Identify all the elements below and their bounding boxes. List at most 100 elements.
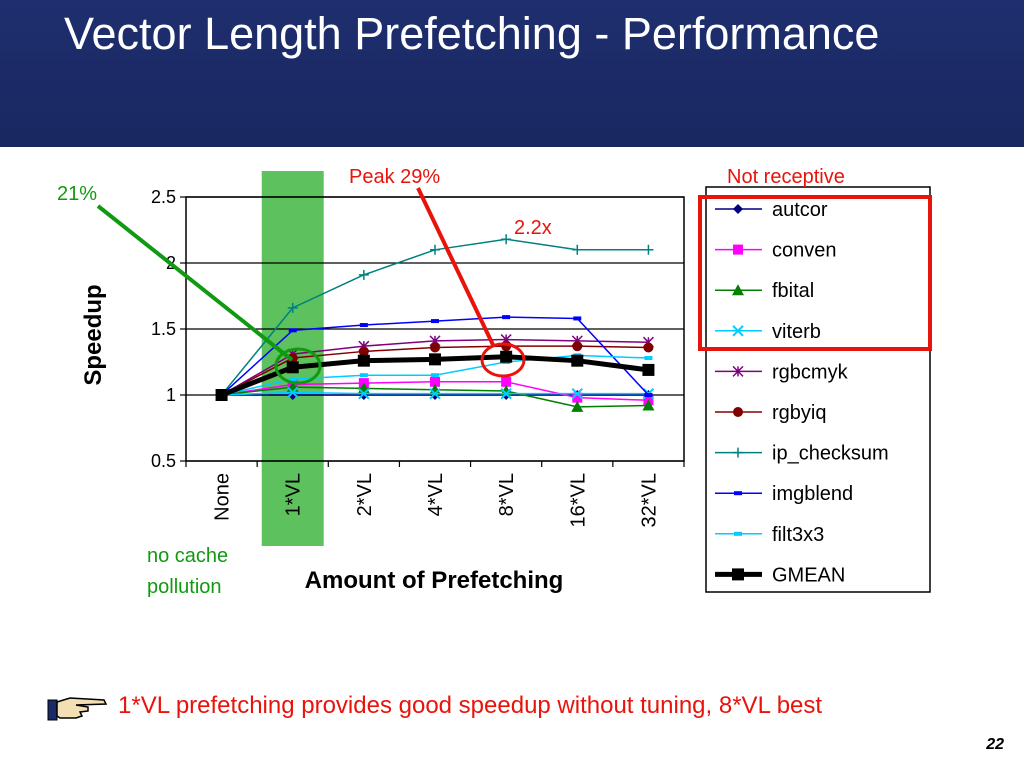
legend-label: ip_checksum xyxy=(772,443,889,465)
x-tick-label: 4*VL xyxy=(425,473,447,516)
red-highlight-circle xyxy=(480,342,526,378)
legend-item-filt3x3: filt3x3 xyxy=(715,524,824,546)
legend-label: rgbyiq xyxy=(772,402,826,424)
x-axis-title: Amount of Prefetching xyxy=(305,567,564,594)
data-point xyxy=(287,386,299,399)
data-point xyxy=(571,387,583,400)
data-point xyxy=(215,389,228,401)
data-point xyxy=(430,342,440,353)
legend-label: imgblend xyxy=(772,483,853,505)
data-point xyxy=(571,400,584,412)
legend-label: GMEAN xyxy=(772,564,845,586)
pointing-hand-icon xyxy=(46,690,110,729)
legend-box xyxy=(705,186,931,593)
legend-label: conven xyxy=(772,240,837,262)
data-point xyxy=(642,363,655,376)
data-point xyxy=(358,346,369,357)
peak-annotation: Peak 29% xyxy=(349,166,440,188)
data-point xyxy=(733,204,743,214)
legend-item-rgbcmyk: rgbcmyk xyxy=(715,361,849,383)
not-receptive-box xyxy=(698,195,932,351)
legend-item-conven: conven xyxy=(715,240,837,262)
data-point xyxy=(431,373,439,378)
data-point xyxy=(642,399,655,411)
grid-lines xyxy=(186,196,684,462)
data-point xyxy=(429,353,441,366)
legend-item-viterb: viterb xyxy=(715,321,821,343)
data-point xyxy=(572,244,583,255)
data-point xyxy=(734,531,742,536)
data-point xyxy=(430,376,440,387)
data-point xyxy=(571,354,584,367)
title-bar xyxy=(0,0,1024,147)
x-tick-label: 32*VL xyxy=(638,473,660,528)
ratio-annotation: 2.2x xyxy=(514,217,552,239)
data-point xyxy=(288,377,297,382)
no-cache-annotation-line1: no cache xyxy=(147,545,228,567)
chart: 0.511.522.5 None1*VL2*VL4*VL8*VL16*VL32*… xyxy=(57,166,932,598)
legend-label: filt3x3 xyxy=(772,524,824,546)
data-point xyxy=(732,365,744,377)
data-point xyxy=(573,316,582,321)
slide-title: Vector Length Prefetching - Performance xyxy=(64,8,880,59)
red-arrow-line xyxy=(416,187,496,348)
x-tick-label: 8*VL xyxy=(496,473,518,516)
y-tick-label: 2.5 xyxy=(151,187,176,207)
legend: autcor conven fbital viterb rgbcmyk rgbyiq ip_… xyxy=(715,199,889,586)
x-tick-label: 16*VL xyxy=(567,473,589,528)
y-axis-ticks: 0.511.522.5 xyxy=(151,187,186,471)
data-point xyxy=(431,319,439,324)
data-point xyxy=(643,342,654,353)
data-point xyxy=(572,392,583,403)
data-point xyxy=(358,269,369,280)
series-lines xyxy=(215,234,655,412)
data-point xyxy=(644,356,653,361)
legend-item-ip_checksum: ip_checksum xyxy=(715,443,889,465)
data-point xyxy=(572,341,583,352)
data-point xyxy=(358,387,370,400)
y-tick-label: 1.5 xyxy=(151,319,176,339)
data-point xyxy=(500,387,512,400)
pct-annotation: 21% xyxy=(57,183,97,205)
x-tick-label: 2*VL xyxy=(354,473,376,516)
legend-item-imgblend: imgblend xyxy=(715,483,853,505)
data-point xyxy=(733,244,743,255)
data-point xyxy=(287,302,298,313)
data-point xyxy=(359,373,368,378)
data-point xyxy=(733,447,743,458)
legend-label: rgbcmyk xyxy=(772,361,849,383)
data-point xyxy=(501,376,512,387)
not-receptive-annotation: Not receptive xyxy=(727,166,845,188)
y-tick-label: 0.5 xyxy=(151,451,176,471)
legend-item-autcor: autcor xyxy=(715,199,828,221)
data-point xyxy=(288,328,297,333)
data-point xyxy=(501,234,512,245)
x-tick-label: 1*VL xyxy=(283,473,305,516)
y-axis-title: Speedup xyxy=(80,284,107,385)
bottom-note: 1*VL prefetching provides good speedup w… xyxy=(118,692,823,719)
legend-label: fbital xyxy=(772,280,814,302)
legend-label: viterb xyxy=(772,321,821,343)
x-axis-ticks: None 1*VL 2*VL 4*VL 8*VL 16*VL 32*VL xyxy=(185,461,685,528)
data-point xyxy=(357,354,370,367)
data-point xyxy=(732,568,744,581)
data-point xyxy=(732,284,744,296)
data-point xyxy=(429,387,441,400)
green-arrow-line xyxy=(96,204,294,362)
no-cache-annotation-line2: pollution xyxy=(147,576,222,598)
data-point xyxy=(732,325,744,337)
green-highlight-circle xyxy=(274,347,322,385)
data-point xyxy=(644,393,653,397)
data-point xyxy=(286,361,299,374)
legend-item-rgbyiq: rgbyiq xyxy=(715,402,826,424)
data-point xyxy=(734,491,742,496)
data-point xyxy=(502,315,511,320)
legend-item-GMEAN: GMEAN xyxy=(715,564,845,586)
y-tick-label: 1 xyxy=(166,385,176,405)
legend-label: autcor xyxy=(772,199,828,221)
data-point xyxy=(643,244,654,255)
series-GMEAN xyxy=(215,350,655,401)
x-tick-label: None xyxy=(212,473,234,521)
data-point xyxy=(359,323,368,328)
data-point xyxy=(500,350,513,363)
